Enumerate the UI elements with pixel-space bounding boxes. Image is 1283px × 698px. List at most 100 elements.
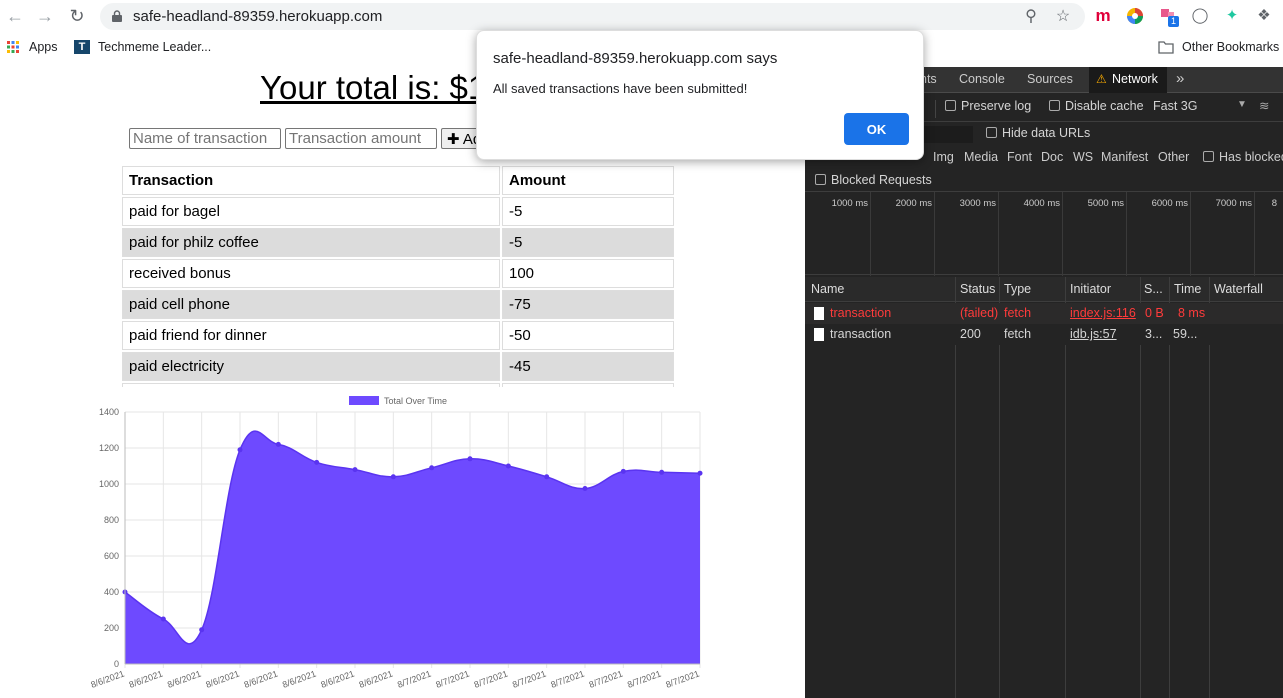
request-name: transaction [830, 306, 892, 320]
extension-color-wheel-icon[interactable] [1125, 6, 1145, 26]
column-initiator[interactable]: Initiator [1070, 282, 1111, 296]
data-point [505, 463, 511, 469]
filter-manifest[interactable]: Manifest [1101, 150, 1149, 164]
transaction-name-input[interactable] [129, 128, 281, 149]
filter-other[interactable]: Other [1158, 150, 1190, 164]
total-heading: Your total is: $1 [260, 69, 487, 106]
table-row: paid electricity -45 [122, 352, 674, 381]
folder-icon [1158, 41, 1174, 54]
data-point [352, 467, 358, 473]
data-point [275, 441, 281, 447]
bookmark-techmeme[interactable]: Techmeme Leader... [98, 40, 212, 54]
x-tick-label: 8/7/2021 [473, 668, 509, 689]
x-tick-label: 8/7/2021 [511, 668, 547, 689]
column-name[interactable]: Name [811, 282, 845, 296]
reload-icon[interactable]: ↻ [69, 6, 85, 26]
area-fill [125, 431, 700, 664]
timeline-tick: 3000 ms [959, 198, 996, 209]
tab-console[interactable]: Console [959, 72, 1005, 86]
filter-img[interactable]: Img [933, 150, 954, 164]
techmeme-icon: T [74, 40, 90, 54]
transaction-name: paid friend for dinner [122, 321, 500, 350]
extension-m-icon[interactable]: m [1095, 6, 1111, 25]
alert-message: All saved transactions have been submitt… [493, 81, 748, 96]
network-overview-timeline[interactable]: 1000 ms 2000 ms 3000 ms 4000 ms 5000 ms … [805, 191, 1283, 276]
preserve-log-checkbox[interactable]: Preserve log [945, 99, 1031, 113]
apps-grid-icon [7, 41, 19, 53]
tab-network-label: Network [1112, 72, 1158, 86]
timeline-tick: 6000 ms [1151, 198, 1188, 209]
document-icon [814, 328, 824, 341]
zoom-icon[interactable]: ⚲ [1025, 8, 1037, 25]
transaction-amount-input[interactable] [285, 128, 437, 149]
forward-arrow-icon[interactable]: → [36, 6, 54, 26]
column-status[interactable]: Status [960, 282, 996, 296]
data-point [390, 474, 396, 480]
hide-data-urls-checkbox[interactable]: Hide data URLs [986, 126, 1090, 140]
request-size: 0 B [1145, 306, 1164, 320]
transaction-amount: 100 [502, 259, 674, 288]
column-waterfall[interactable]: Waterfall [1214, 282, 1263, 296]
column-size[interactable]: S... [1144, 282, 1163, 296]
bookmark-other[interactable]: Other Bookmarks [1182, 40, 1280, 54]
request-row[interactable]: transaction 200 fetch idb.js:57 3... 59.… [805, 324, 1283, 345]
filter-ws[interactable]: WS [1073, 150, 1094, 164]
bookmark-apps[interactable]: Apps [29, 40, 58, 54]
column-type[interactable]: Type [1004, 282, 1032, 296]
table-row: paid for bagel -5 [122, 197, 674, 226]
x-tick-label: 8/6/2021 [243, 668, 279, 689]
table-header-row: Transaction Amount [122, 166, 674, 195]
chevron-down-icon[interactable]: ▼ [1237, 99, 1247, 110]
disable-cache-checkbox[interactable]: Disable cache [1049, 99, 1144, 113]
filter-font[interactable]: Font [1007, 150, 1033, 164]
request-initiator-link[interactable]: idb.js:57 [1070, 327, 1117, 341]
transaction-amount: -5 [502, 197, 674, 226]
x-tick-label: 8/7/2021 [434, 668, 470, 689]
has-blocked-cookies-checkbox[interactable]: Has blocked [1203, 150, 1283, 164]
timeline-tick: 7000 ms [1215, 198, 1252, 209]
filter-media[interactable]: Media [964, 150, 999, 164]
timeline-tick: 5000 ms [1087, 198, 1124, 209]
timeline-tick: 4000 ms [1023, 198, 1060, 209]
tab-network[interactable]: ⚠ Network [1089, 67, 1167, 93]
blocked-requests-checkbox[interactable]: Blocked Requests [815, 173, 932, 187]
table-row: received bonus 100 [122, 259, 674, 288]
extension-bird-icon[interactable]: ✦ [1225, 7, 1239, 24]
column-header-amount: Amount [502, 166, 674, 195]
extensions-puzzle-icon[interactable]: ❖ [1257, 7, 1271, 24]
x-tick-label: 8/6/2021 [358, 668, 394, 689]
extension-circle-icon[interactable]: ◯ [1191, 7, 1209, 24]
alert-title: safe-headland-89359.herokuapp.com says [493, 50, 778, 67]
filter-input[interactable] [923, 126, 973, 143]
address-bar[interactable]: safe-headland-89359.herokuapp.com ⚲ ☆ [100, 3, 1085, 30]
star-icon[interactable]: ☆ [1055, 8, 1071, 25]
transactions-table-container: Transaction Amount paid for bagel -5 paid… [120, 164, 676, 387]
request-initiator-link[interactable]: index.js:116 [1070, 306, 1136, 320]
transaction-name: paid cell phone [122, 290, 500, 319]
data-point [160, 616, 166, 622]
tab-elements[interactable]: nts [920, 72, 937, 86]
transaction-amount: -5 [502, 228, 674, 257]
request-row-failed[interactable]: transaction (failed) fetch index.js:116 … [805, 303, 1283, 324]
throttling-select[interactable]: Fast 3G [1153, 99, 1198, 113]
request-time: 59... [1173, 327, 1198, 341]
tab-sources[interactable]: Sources [1027, 72, 1073, 86]
x-tick-label: 8/7/2021 [549, 668, 585, 689]
requests-table-header: Name Status Type Initiator S... Time Wat… [805, 277, 1283, 302]
table-row [122, 383, 674, 387]
extension-puzzle-badge-icon[interactable]: 1 [1158, 6, 1179, 27]
y-tick-label: 0 [114, 659, 119, 669]
filter-doc[interactable]: Doc [1041, 150, 1064, 164]
lock-icon [112, 10, 122, 22]
legend-swatch [349, 396, 379, 405]
x-tick-label: 8/6/2021 [128, 668, 164, 689]
back-arrow-icon[interactable]: ← [6, 6, 24, 26]
network-conditions-icon[interactable]: ≋ [1259, 99, 1270, 113]
network-toolbar: Preserve log Disable cache Fast 3G ▼ ≋ [805, 99, 1283, 121]
more-tabs-icon[interactable]: » [1176, 70, 1185, 87]
ok-button[interactable]: OK [844, 113, 909, 145]
y-tick-label: 1200 [99, 443, 119, 453]
x-tick-label: 8/7/2021 [664, 668, 700, 689]
column-time[interactable]: Time [1174, 282, 1202, 296]
